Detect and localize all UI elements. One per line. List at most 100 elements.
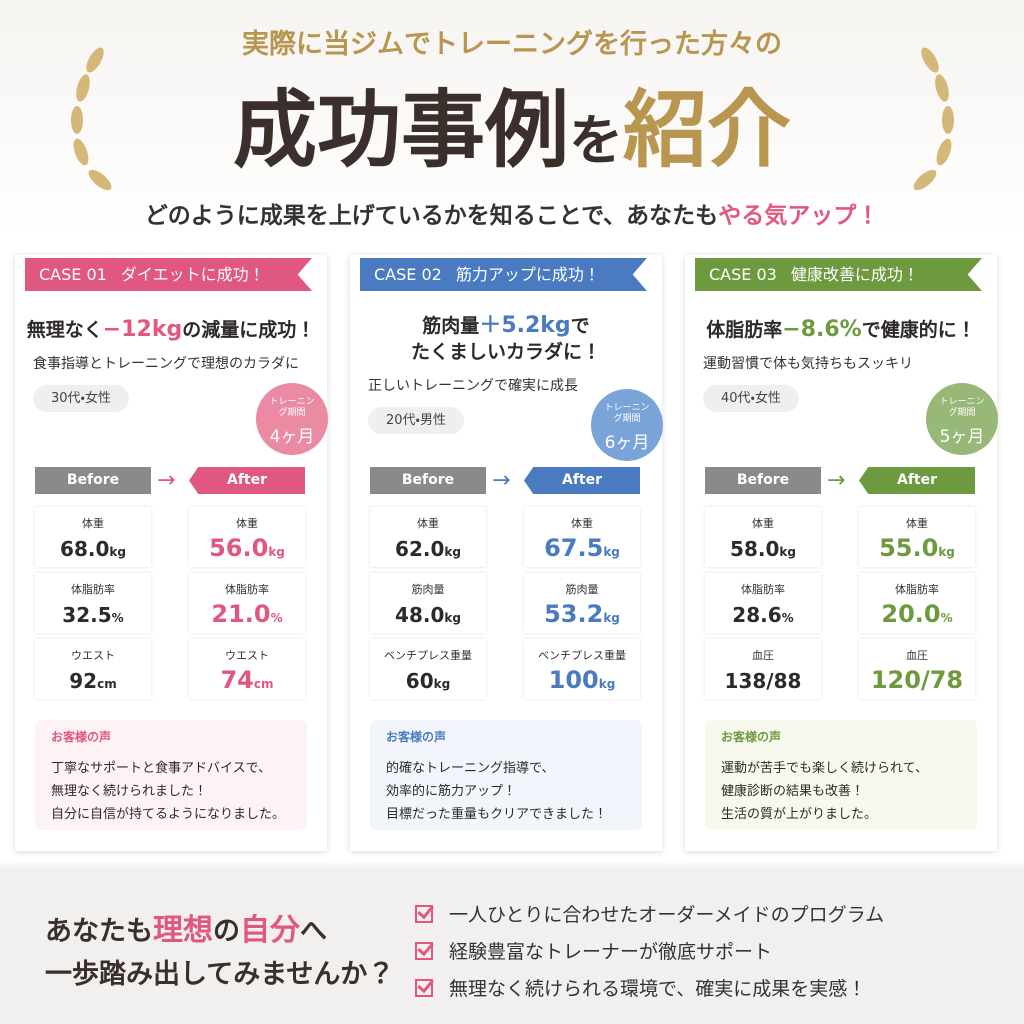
headline-pre: 筋肉量 bbox=[422, 315, 480, 337]
after-metric: 血圧 120/78 bbox=[859, 639, 975, 699]
case-tag: ダイエットに成功！ bbox=[120, 265, 265, 284]
before-metric: 血圧 138/88 bbox=[705, 639, 821, 699]
after-metric: ウエスト 74cm bbox=[189, 639, 305, 699]
metric-value: 48.0kg bbox=[370, 603, 486, 627]
metric-unit: % bbox=[940, 611, 953, 625]
title-main: 成功事例 bbox=[232, 80, 569, 179]
subtitle: どのように成果を上げているかを知ることで、あなたもやる気アップ！ bbox=[0, 196, 1024, 230]
voice-line: 無理なく続けられました！ bbox=[51, 784, 208, 799]
point-text: 経験豊富なトレーナーが徹底サポート bbox=[449, 941, 773, 963]
voice-box: お客様の声 丁寧なサポートと食事アドバイスで、 無理なく続けられました！ 自分に自信が… bbox=[35, 720, 307, 830]
period-badge: トレーニング期間 4ヶ月 bbox=[256, 383, 328, 455]
badge-label: トレーニング期間 bbox=[939, 397, 985, 418]
sub-text: 正しいトレーニングで確実に成長 bbox=[368, 378, 578, 394]
metric-value: 74cm bbox=[189, 666, 305, 694]
cta-part: あなたも bbox=[45, 916, 153, 947]
metric-value: 56.0kg bbox=[189, 534, 305, 562]
badge-value: 6ヶ月 bbox=[604, 433, 650, 453]
voice-box: お客様の声 運動が苦手でも楽しく続けられて、 健康診断の結果も改善！ 生活の質が上がり… bbox=[705, 720, 977, 830]
metric-name: 体脂肪率 bbox=[225, 583, 269, 596]
metric-number: 48.0 bbox=[395, 603, 445, 627]
metric-name: ベンチプレス重量 bbox=[538, 649, 626, 662]
title-particle: を bbox=[569, 108, 623, 172]
voice-line: 丁寧なサポートと食事アドバイスで、 bbox=[51, 761, 272, 776]
cta-part: の bbox=[213, 916, 240, 947]
badge-label: トレーニング期間 bbox=[604, 403, 650, 424]
before-metric: 筋肉量 48.0kg bbox=[370, 573, 486, 633]
case-card: CASE 02 筋力アップに成功！ 筋肉量＋5.2kgで たくましいカラダに！ 正しいト… bbox=[350, 255, 663, 851]
badge-value: 5ヶ月 bbox=[939, 427, 985, 447]
metric-number: 21.0 bbox=[211, 600, 271, 628]
point: 経験豊富なトレーナーが徹底サポート bbox=[415, 937, 772, 964]
after-metric: 体脂肪率 21.0% bbox=[189, 573, 305, 633]
before-metric: 体重 62.0kg bbox=[370, 507, 486, 567]
headline-highlight: −12kg bbox=[102, 317, 183, 342]
metric-name: 筋肉量 bbox=[565, 583, 599, 596]
case-ribbon: CASE 03 健康改善に成功！ bbox=[695, 258, 982, 291]
headline-pre: 体脂肪率 bbox=[706, 319, 783, 341]
case-number: CASE 02 bbox=[374, 265, 442, 284]
metric-number: 92 bbox=[69, 669, 98, 693]
metric-name: 血圧 bbox=[906, 649, 928, 662]
laurel-right bbox=[913, 47, 954, 191]
after-label: After bbox=[524, 467, 640, 494]
metric-name: ウエスト bbox=[71, 649, 115, 662]
metric-value: 20.0% bbox=[859, 600, 975, 628]
subtitle-accent: やる気アップ！ bbox=[718, 203, 880, 229]
point-text: 一人ひとりに合わせたオーダーメイドのプログラム bbox=[449, 904, 885, 926]
metric-name: 体重 bbox=[571, 517, 593, 530]
profile: 20代・男性 bbox=[368, 407, 464, 434]
metric-unit: kg bbox=[938, 545, 955, 559]
sub-text: 運動習慣で体も気持ちもスッキリ bbox=[703, 356, 913, 372]
checkbox-icon bbox=[415, 905, 433, 923]
case-ribbon: CASE 02 筋力アップに成功！ bbox=[360, 258, 647, 291]
metric-number: 28.6 bbox=[732, 603, 782, 627]
case-ribbon: CASE 01 ダイエットに成功！ bbox=[25, 258, 312, 291]
metric-unit: kg bbox=[433, 677, 451, 691]
point-text: 無理なく続けられる環境で、確実に成果を実感！ bbox=[449, 978, 867, 1000]
voice-title: お客様の声 bbox=[721, 730, 782, 744]
case-tag: 健康改善に成功！ bbox=[790, 265, 919, 284]
after-metric: ベンチプレス重量 100kg bbox=[524, 639, 640, 699]
metric-unit: cm bbox=[253, 677, 274, 691]
metric-name: 体重 bbox=[752, 517, 774, 530]
metric-value: 55.0kg bbox=[859, 534, 975, 562]
metric-number: 68.0 bbox=[60, 537, 110, 561]
metric-name: 血圧 bbox=[752, 649, 774, 662]
metric-value: 32.5% bbox=[35, 603, 151, 627]
before-metric: 体脂肪率 32.5% bbox=[35, 573, 151, 633]
arrow: → bbox=[157, 468, 176, 493]
case-number: CASE 01 bbox=[39, 265, 107, 284]
metric-number: 32.5 bbox=[62, 603, 112, 627]
after-metric: 体重 67.5kg bbox=[524, 507, 640, 567]
after-metric: 体重 55.0kg bbox=[859, 507, 975, 567]
headline: 体脂肪率−8.6%で健康的に！ bbox=[685, 317, 997, 343]
metric-unit: kg bbox=[109, 545, 126, 559]
voice-line: 自分に自信が持てるようになりました。 bbox=[51, 807, 286, 822]
voice-line: 的確なトレーニング指導で、 bbox=[386, 761, 555, 776]
before-metric: 体重 58.0kg bbox=[705, 507, 821, 567]
case-card: CASE 03 健康改善に成功！ 体脂肪率−8.6%で健康的に！ 運動習慣で体も気持ち… bbox=[685, 255, 998, 851]
metric-number: 55.0 bbox=[879, 534, 939, 562]
checkbox-icon bbox=[415, 979, 433, 997]
period-badge: トレーニング期間 5ヶ月 bbox=[926, 383, 998, 455]
metric-number: 67.5 bbox=[544, 534, 604, 562]
before-metric: 体重 68.0kg bbox=[35, 507, 151, 567]
metric-number: 138/88 bbox=[724, 669, 802, 693]
metric-value: 100kg bbox=[524, 666, 640, 694]
metric-unit: kg bbox=[444, 545, 461, 559]
cta-part: へ bbox=[300, 916, 327, 947]
metric-value: 67.5kg bbox=[524, 534, 640, 562]
voice-line: 運動が苦手でも楽しく続けられて、 bbox=[721, 761, 928, 776]
metric-unit: cm bbox=[97, 677, 117, 691]
before-label: Before bbox=[705, 467, 821, 494]
metric-name: ベンチプレス重量 bbox=[384, 649, 472, 662]
voice-box: お客様の声 的確なトレーニング指導で、 効率的に筋力アップ！ 目標だった重量もクリアで… bbox=[370, 720, 642, 830]
metric-value: 60kg bbox=[370, 669, 486, 693]
point: 無理なく続けられる環境で、確実に成果を実感！ bbox=[415, 974, 866, 1001]
after-label: After bbox=[859, 467, 975, 494]
voice-line: 健康診断の結果も改善！ bbox=[721, 784, 865, 799]
title: 成功事例を紹介 bbox=[0, 75, 1024, 195]
